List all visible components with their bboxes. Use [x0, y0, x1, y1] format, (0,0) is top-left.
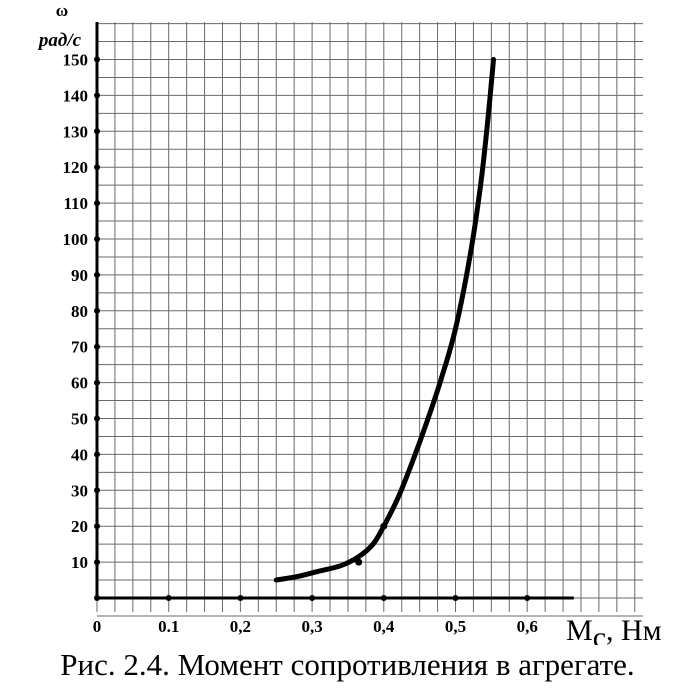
- y-tick-label: 140: [63, 86, 89, 105]
- y-tick-label: 150: [63, 51, 89, 70]
- y-tick-label: 30: [71, 481, 88, 500]
- x-tick-label: 0,6: [517, 617, 538, 636]
- figure-caption: Рис. 2.4. Момент сопротивления в агрегат…: [60, 647, 635, 682]
- y-tick-mark: [94, 343, 100, 350]
- y-tick-mark: [94, 451, 100, 458]
- x-tick-mark: [309, 595, 316, 601]
- y-tick-label: 100: [63, 230, 89, 249]
- y-tick-mark: [94, 128, 100, 135]
- y-tick-label: 20: [71, 517, 88, 536]
- y-tick-mark: [94, 379, 100, 386]
- x-axis-symbol: M: [566, 614, 593, 645]
- y-tick-label: 70: [71, 338, 88, 357]
- y-axis-symbol: ω: [56, 1, 68, 20]
- grid: [96, 22, 643, 617]
- y-tick-label: 10: [71, 553, 88, 572]
- y-tick-mark: [94, 415, 100, 422]
- y-tick-label: 90: [71, 266, 88, 285]
- y-tick-mark: [94, 559, 100, 566]
- ticks: 10 20 30 40 50 60 70 80 90 100 110 120 130 140 150 0 0.1…: [63, 51, 538, 637]
- x-tick-mark: [524, 595, 531, 601]
- series-line: [273, 57, 497, 583]
- x-tick-mark: [380, 595, 387, 601]
- x-tick-mark: [165, 595, 172, 601]
- y-tick-mark: [94, 523, 100, 530]
- y-tick-label: 130: [63, 122, 89, 141]
- y-tick-label: 50: [71, 410, 88, 429]
- y-tick-mark: [94, 271, 100, 278]
- x-tick-label: 0: [93, 617, 102, 636]
- y-tick-mark: [94, 56, 100, 63]
- data-point: [355, 558, 363, 566]
- y-tick-label: 40: [71, 445, 88, 464]
- x-tick-mark: [94, 595, 100, 601]
- y-tick-label: 80: [71, 302, 88, 321]
- y-tick-mark: [94, 200, 100, 207]
- y-tick-mark: [94, 487, 100, 494]
- y-tick-label: 120: [63, 158, 89, 177]
- x-axis-subscript: с: [593, 621, 606, 645]
- y-tick-mark: [94, 92, 100, 99]
- data-point: [380, 522, 388, 530]
- y-tick-label: 110: [63, 194, 88, 213]
- x-tick-label: 0,5: [445, 617, 466, 636]
- y-tick-mark: [94, 164, 100, 171]
- x-tick-label: 0,2: [230, 617, 251, 636]
- x-tick-label: 0.1: [158, 617, 179, 636]
- x-axis-unit: , Нм: [606, 614, 662, 645]
- series: [273, 57, 497, 583]
- y-tick-mark: [94, 236, 100, 242]
- y-axis-unit: рад/с: [37, 30, 82, 51]
- x-tick-mark: [237, 595, 244, 601]
- x-tick-label: 0,4: [373, 617, 395, 636]
- y-tick-label: 60: [71, 374, 88, 393]
- y-tick-mark: [94, 307, 100, 314]
- x-axis-title: Mс, Нм: [566, 614, 662, 645]
- x-tick-label: 0,3: [301, 617, 322, 636]
- chart: 10 20 30 40 50 60 70 80 90 100 110 120 130 140 150 0 0.1…: [37, 1, 662, 645]
- x-tick-mark: [452, 595, 459, 601]
